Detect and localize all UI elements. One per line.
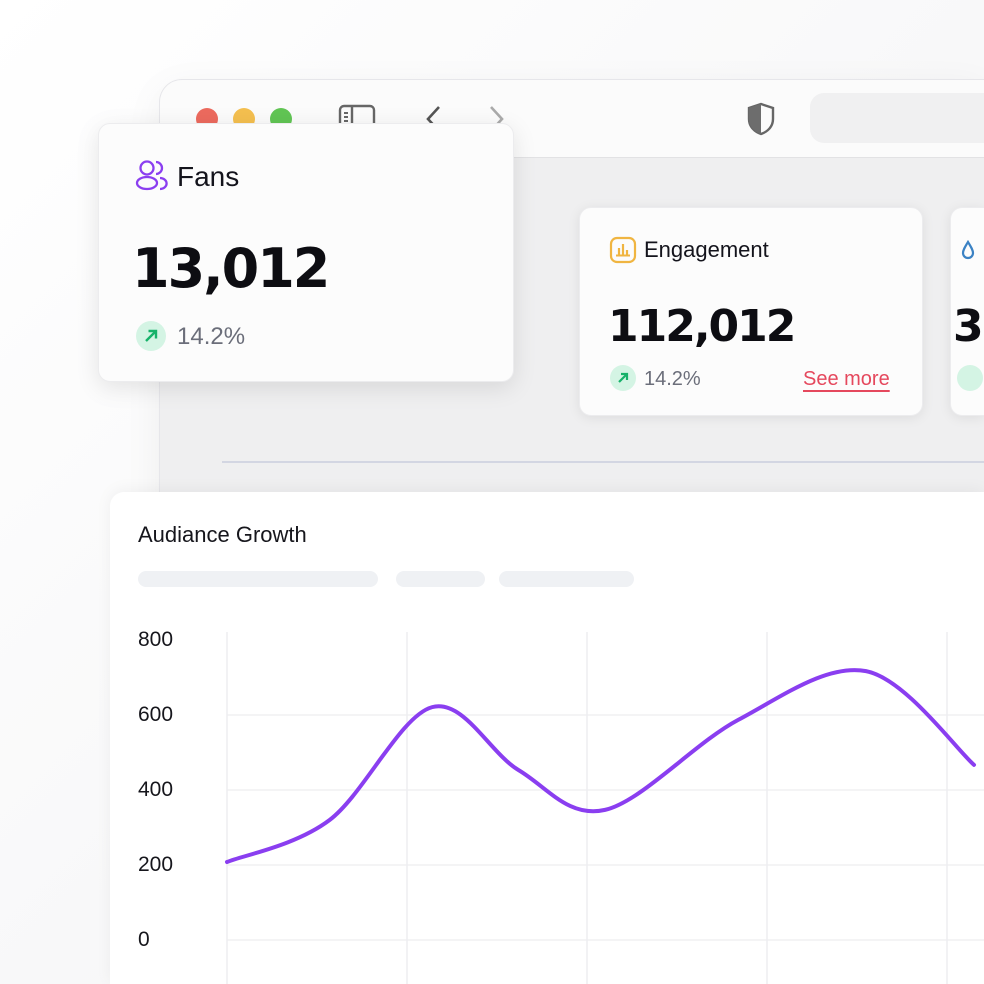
bar-chart-icon (609, 236, 637, 264)
card-title: Fans (177, 161, 240, 192)
card-change: 14.2% (644, 368, 701, 390)
users-icon (135, 160, 168, 191)
divider (222, 461, 984, 463)
drop-icon (961, 240, 975, 260)
y-tick-label: 0 (138, 928, 150, 951)
card-value: 112,012 (608, 301, 796, 352)
card-value: 13,012 (132, 237, 330, 300)
y-tick-label: 400 (138, 778, 174, 801)
address-bar[interactable] (810, 93, 984, 143)
trend-up-icon (957, 365, 983, 391)
y-tick-label: 200 (138, 853, 174, 876)
placeholder-pill (499, 571, 634, 587)
see-more-link[interactable]: See more (803, 368, 890, 390)
metric-card: 3 (950, 207, 984, 416)
placeholder-pill (396, 571, 485, 587)
y-tick-label: 600 (138, 703, 174, 726)
fans-card: Fans 13,012 14.2% (98, 123, 514, 382)
engagement-card: Engagement 112,012 14.2% See more (579, 207, 923, 416)
card-value: 3 (953, 301, 984, 352)
card-change: 14.2% (177, 323, 246, 350)
card-title: Engagement (644, 237, 769, 262)
chart-title: Audiance Growth (138, 522, 307, 547)
shield-icon[interactable] (747, 102, 775, 136)
trend-up-icon (136, 321, 166, 351)
y-tick-label: 800 (138, 628, 174, 651)
placeholder-pill (138, 571, 378, 587)
trend-up-icon (610, 365, 636, 391)
audience-growth-card: Audiance Growth 800 600 400 200 0 (110, 492, 984, 984)
series-line (225, 668, 976, 864)
line-chart (225, 632, 984, 984)
